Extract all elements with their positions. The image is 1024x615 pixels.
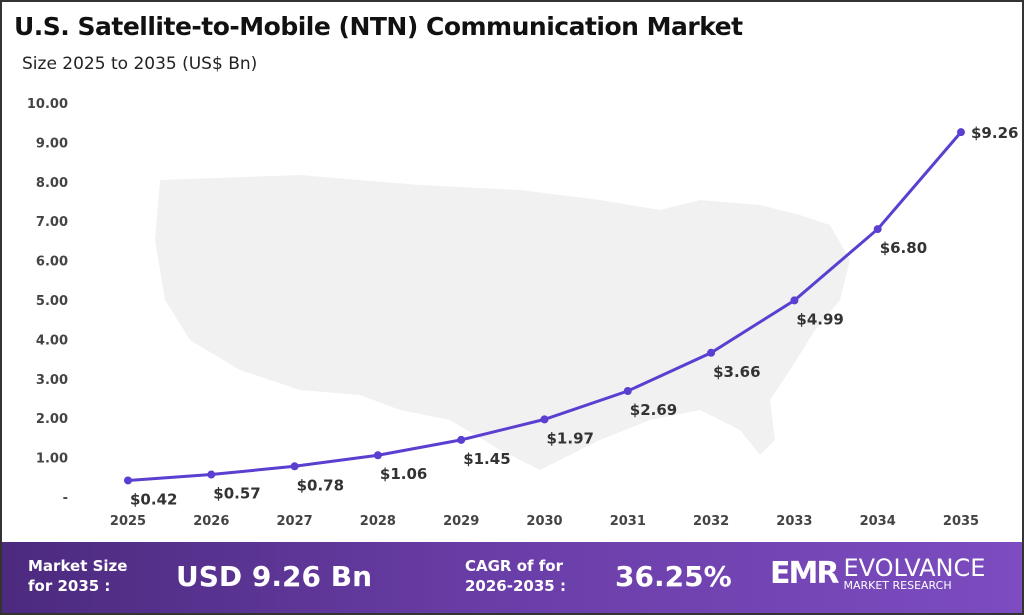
- cagr-value: 36.25%: [615, 560, 732, 593]
- data-point: [373, 451, 382, 460]
- data-point: [457, 435, 466, 444]
- logo-tagline: MARKET RESEARCH: [843, 579, 952, 592]
- market-size-label-line2: for 2035 :: [28, 577, 111, 595]
- market-size-label-line1: Market Size: [28, 557, 128, 575]
- data-label: $3.66: [713, 363, 760, 381]
- evolvance-logo: EMR EVOLVANCE MARKET RESEARCH: [770, 556, 985, 591]
- cagr-label: CAGR of for 2026-2035 :: [465, 556, 566, 596]
- y-tick-label: 4.00: [36, 333, 68, 348]
- data-label: $0.57: [213, 485, 260, 503]
- data-point: [873, 225, 882, 234]
- data-label: $0.78: [297, 476, 344, 494]
- y-tick-label: 10.00: [27, 97, 68, 112]
- data-point: [957, 128, 965, 137]
- summary-banner: Market Size for 2035 : USD 9.26 Bn CAGR …: [0, 542, 1024, 615]
- y-tick-label: 1.00: [36, 452, 68, 467]
- y-tick-label: 3.00: [36, 373, 68, 388]
- cagr-label-line2: 2026-2035 :: [465, 577, 566, 595]
- data-point: [707, 348, 716, 357]
- x-tick-label: 2035: [943, 514, 979, 529]
- y-tick-label: 8.00: [36, 176, 68, 191]
- data-point: [124, 476, 132, 485]
- y-tick-label: -: [63, 491, 68, 506]
- data-label: $6.80: [880, 239, 927, 257]
- y-tick-label: 7.00: [36, 215, 68, 230]
- x-tick-label: 2032: [693, 514, 729, 529]
- x-tick-label: 2030: [526, 514, 562, 529]
- data-label: $0.42: [130, 490, 177, 508]
- x-tick-label: 2033: [776, 514, 812, 529]
- cagr-label-line1: CAGR of for: [465, 557, 563, 575]
- line-chart: - 1.00 2.00 3.00 4.00 5.00 6.00 7.00 8.00 9.00 10.…: [27, 97, 1019, 529]
- y-tick-label: 6.00: [36, 255, 68, 270]
- x-tick-label: 2027: [277, 514, 313, 529]
- data-label: $1.97: [547, 429, 594, 447]
- y-tick-label: 9.00: [36, 136, 68, 151]
- market-size-value: USD 9.26 Bn: [176, 560, 372, 593]
- data-label: $4.99: [796, 310, 843, 328]
- data-label: $2.69: [630, 401, 677, 419]
- logo-name: EVOLVANCE: [843, 554, 986, 582]
- data-point: [623, 387, 632, 396]
- data-point: [290, 462, 299, 471]
- x-tick-label: 2029: [443, 514, 479, 529]
- x-tick-label: 2028: [360, 514, 396, 529]
- logo-mark: EMR: [770, 556, 839, 591]
- data-point: [207, 470, 216, 479]
- y-tick-label: 5.00: [36, 294, 68, 309]
- x-tick-label: 2025: [110, 514, 146, 529]
- data-label: $1.06: [380, 465, 427, 483]
- x-tick-label: 2026: [193, 514, 229, 529]
- data-label: $9.26: [971, 124, 1018, 142]
- x-tick-label: 2034: [860, 514, 896, 529]
- chart-subtitle: Size 2025 to 2035 (US$ Bn): [22, 54, 258, 74]
- chart-title: U.S. Satellite-to-Mobile (NTN) Communica…: [14, 12, 743, 41]
- us-map-silhouette: [155, 175, 850, 470]
- data-point: [790, 296, 799, 305]
- y-tick-label: 2.00: [36, 412, 68, 427]
- data-label: $1.45: [463, 450, 510, 468]
- data-point: [540, 415, 549, 424]
- x-tick-label: 2031: [610, 514, 646, 529]
- market-size-label: Market Size for 2035 :: [28, 556, 127, 596]
